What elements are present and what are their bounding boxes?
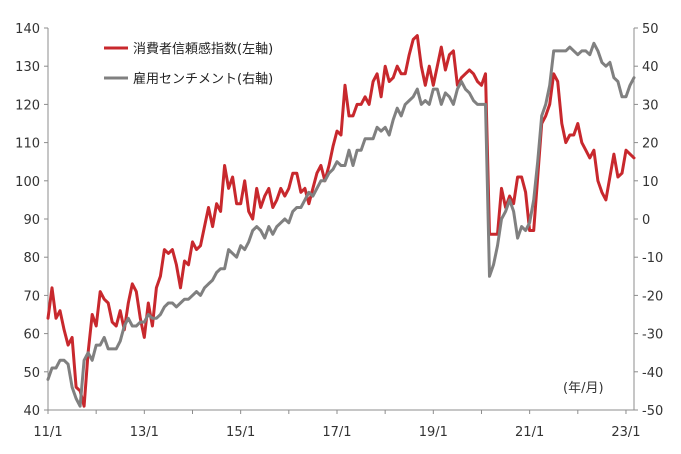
- y-left-tick-label: 50: [23, 366, 40, 381]
- y-right-tick-label: 10: [642, 175, 659, 190]
- y-right-tick-label: 50: [642, 22, 659, 37]
- x-tick-label: 11/1: [33, 425, 62, 440]
- legend-label: 消費者信頼感指数(左軸): [133, 41, 273, 57]
- y-right-tick-label: -50: [642, 404, 663, 419]
- y-right-tick-label: 40: [642, 60, 659, 75]
- y-left-tick-label: 90: [23, 213, 40, 228]
- series-line-employment-sentiment: [46, 41, 636, 408]
- y-left-tick-label: 110: [15, 137, 40, 152]
- y-right-tick-label: 20: [642, 137, 659, 152]
- y-right-tick-label: 30: [642, 98, 659, 113]
- axes-layer: 405060708090100110120130140-50-40-30-20-…: [15, 22, 663, 440]
- y-right-tick-label: 0: [642, 213, 650, 228]
- y-left-tick-label: 80: [23, 251, 40, 266]
- y-right-tick-label: -10: [642, 251, 663, 266]
- x-tick-label: 19/1: [419, 425, 448, 440]
- y-left-tick-label: 130: [15, 60, 40, 75]
- legend-label: 雇用センチメント(右軸): [133, 71, 273, 87]
- y-left-tick-label: 70: [23, 289, 40, 304]
- y-left-tick-label: 40: [23, 404, 40, 419]
- y-left-tick-label: 140: [15, 22, 40, 37]
- legend: 消費者信頼感指数(左軸) 雇用センチメント(右軸): [104, 41, 273, 87]
- x-unit-label: (年/月): [563, 381, 604, 396]
- y-right-tick-label: -20: [642, 289, 663, 304]
- y-left-tick-label: 100: [15, 175, 40, 190]
- x-tick-label: 23/1: [611, 425, 640, 440]
- x-tick-label: 15/1: [226, 425, 255, 440]
- series-layer: [46, 34, 636, 408]
- y-left-tick-label: 120: [15, 98, 40, 113]
- x-tick-label: 21/1: [515, 425, 544, 440]
- y-right-tick-label: -40: [642, 366, 663, 381]
- x-tick-label: 13/1: [130, 425, 159, 440]
- x-tick-label: 17/1: [322, 425, 351, 440]
- series-line-consumer-confidence: [46, 34, 636, 408]
- y-left-tick-label: 60: [23, 328, 40, 343]
- y-right-tick-label: -30: [642, 328, 663, 343]
